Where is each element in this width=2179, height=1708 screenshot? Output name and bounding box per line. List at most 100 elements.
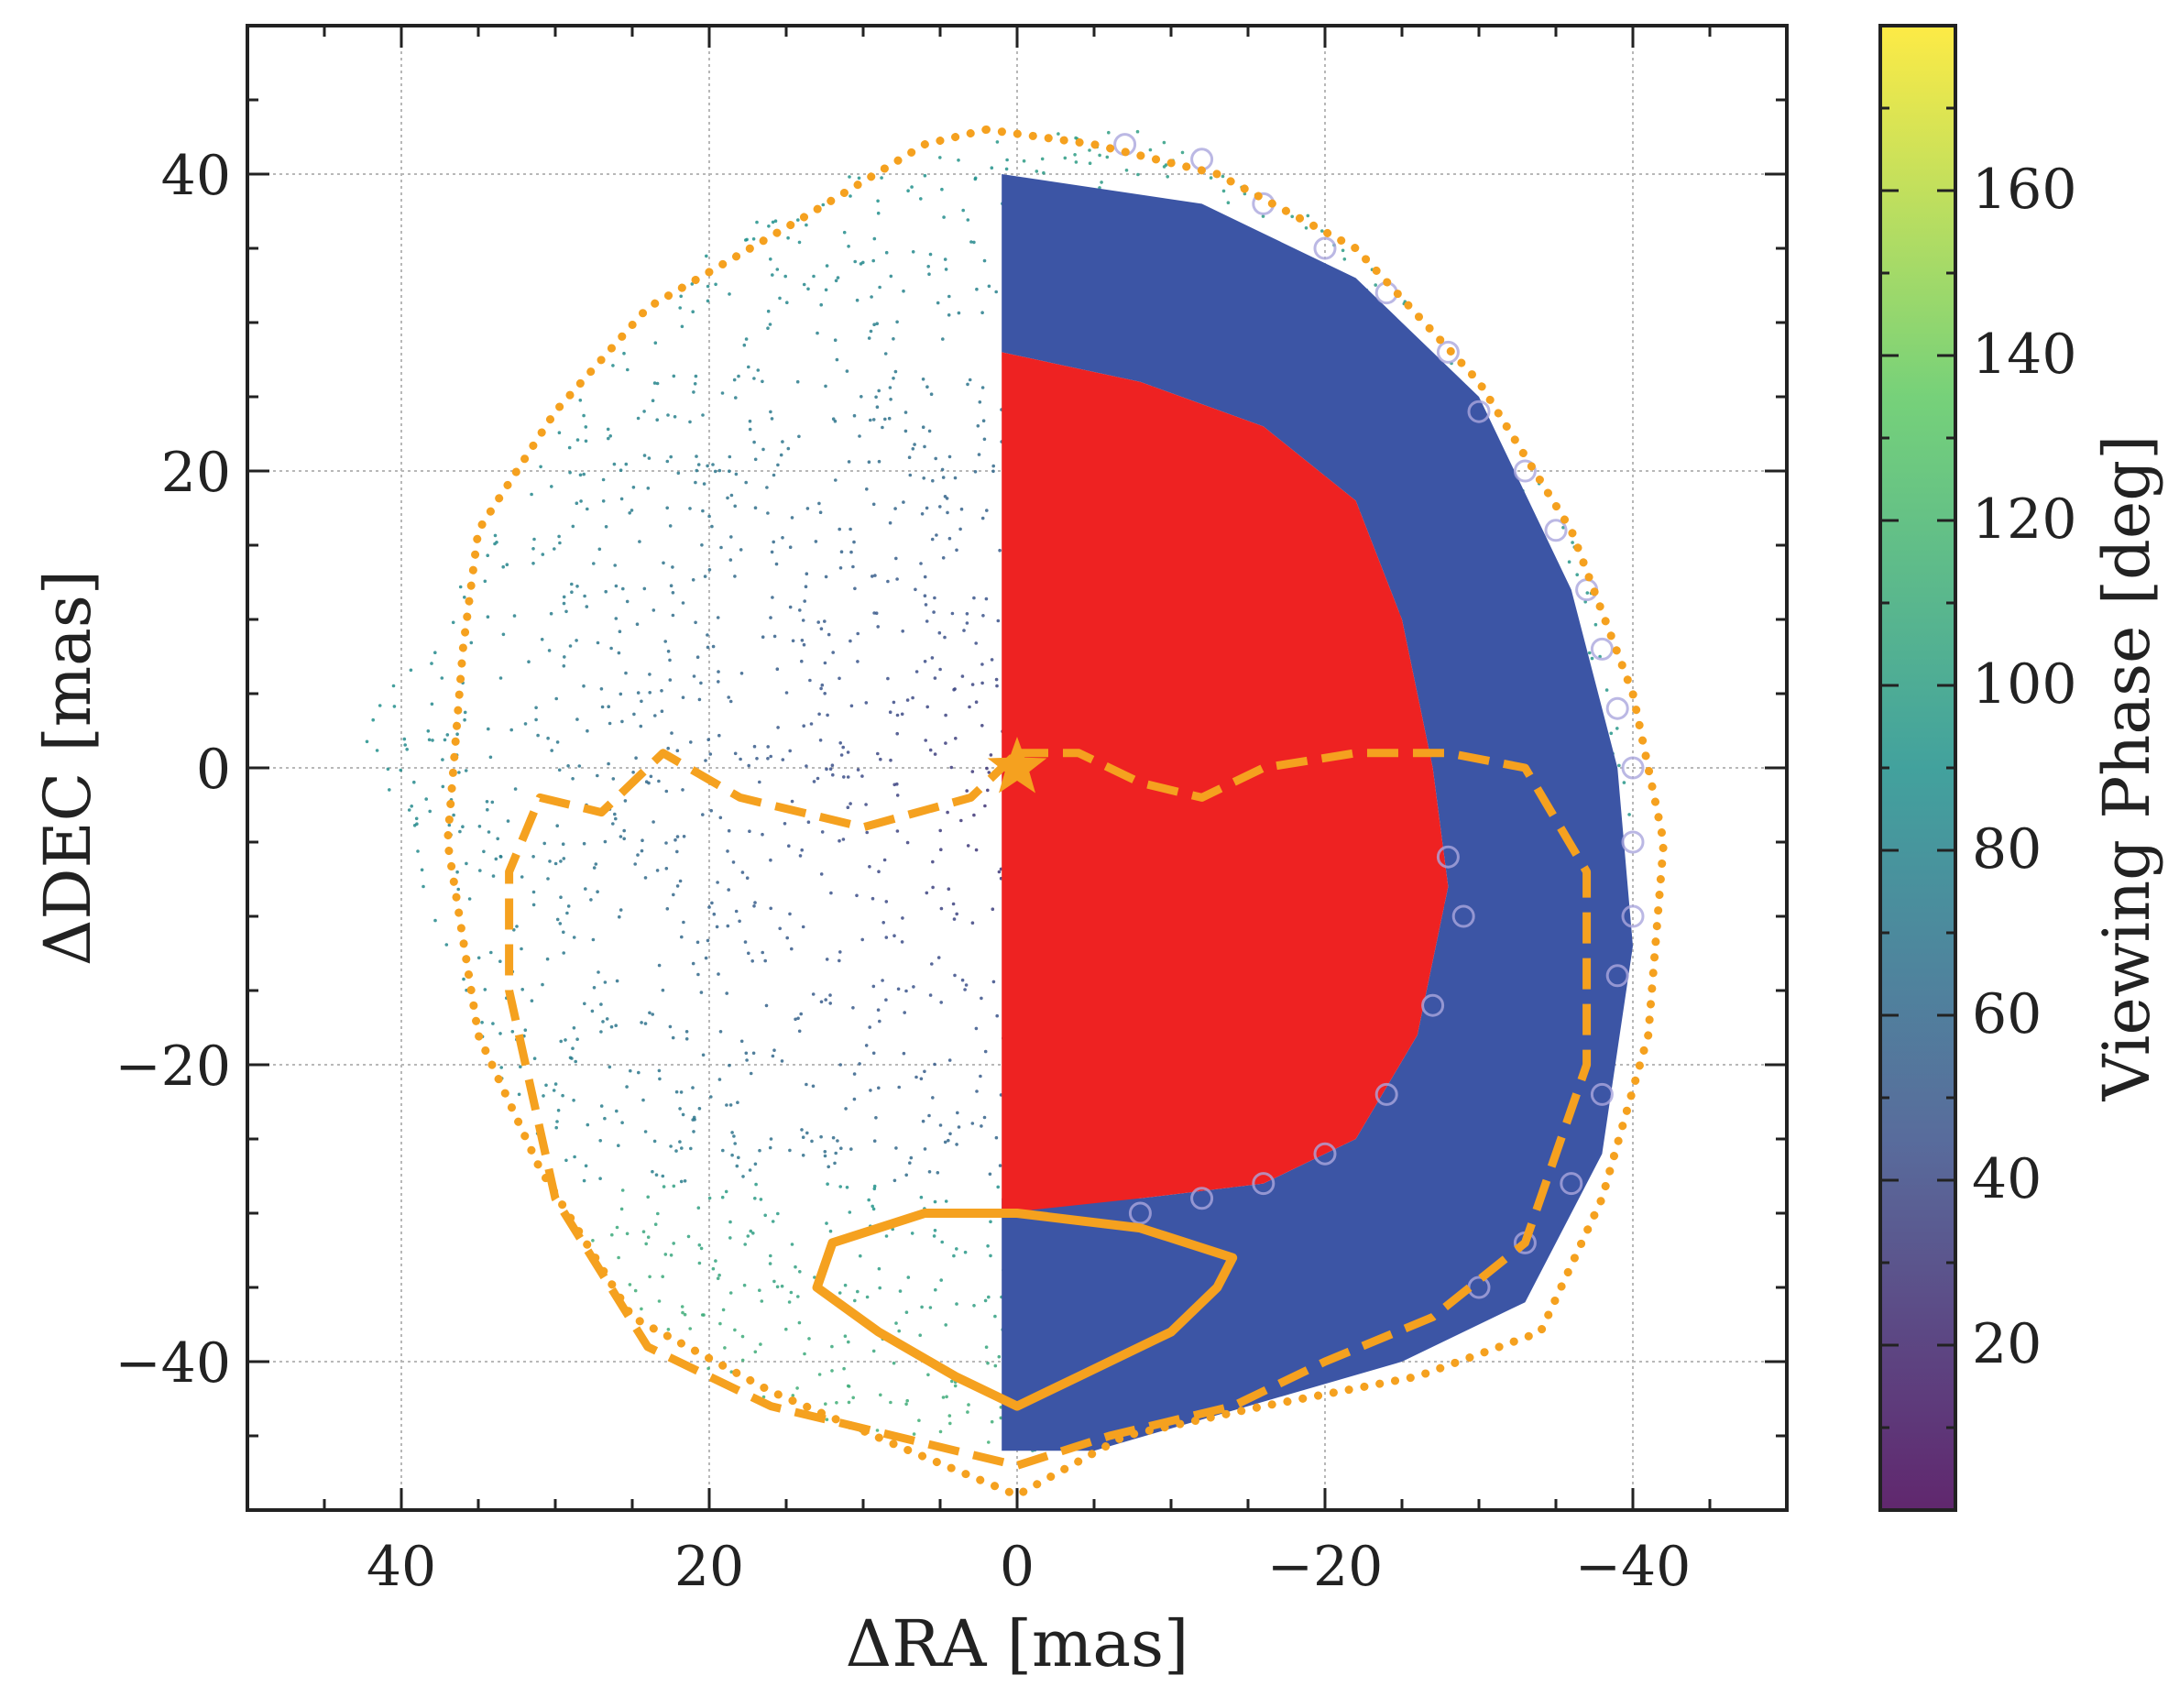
- scatter-point: [894, 1321, 898, 1325]
- scatter-point: [857, 176, 861, 181]
- scatter-point: [739, 672, 744, 675]
- scatter-point: [895, 794, 900, 797]
- scatter-point: [661, 988, 665, 992]
- scatter-point: [614, 1024, 618, 1027]
- scatter-point: [963, 1250, 968, 1254]
- scatter-point: [695, 940, 700, 945]
- scatter-point: [990, 166, 994, 170]
- scatter-point: [570, 590, 574, 594]
- open-circle-marker: [1190, 1187, 1214, 1210]
- scatter-point: [648, 691, 652, 695]
- scatter-point: [691, 578, 695, 582]
- scatter-point: [420, 868, 424, 872]
- scatter-point: [860, 395, 863, 399]
- scatter-point: [716, 881, 719, 884]
- scatter-point: [607, 436, 610, 441]
- scatter-point: [451, 620, 455, 625]
- scatter-point: [1098, 153, 1101, 158]
- scatter-point: [665, 459, 670, 464]
- scatter-point: [783, 822, 787, 826]
- scatter-point: [887, 416, 892, 421]
- scatter-point: [872, 1184, 877, 1188]
- scatter-point: [833, 1161, 837, 1166]
- scatter-point: [591, 1239, 595, 1243]
- scatter-point: [668, 524, 673, 528]
- scatter-point: [824, 998, 827, 1002]
- scatter-point: [1105, 155, 1110, 159]
- scatter-point: [905, 840, 910, 845]
- scatter-point: [787, 1300, 792, 1304]
- star-marker: [987, 737, 1047, 794]
- scatter-point: [938, 505, 942, 509]
- scatter-point: [635, 622, 640, 626]
- scatter-point: [618, 914, 621, 919]
- scatter-point: [745, 876, 750, 880]
- scatter-point: [933, 1229, 937, 1232]
- scatter-point: [572, 1026, 576, 1030]
- scatter-point: [499, 1066, 503, 1069]
- scatter-point: [1604, 688, 1609, 692]
- scatter-point: [1124, 169, 1129, 172]
- colorbar-tick-label: 60: [1972, 982, 2042, 1046]
- scatter-point: [666, 1328, 671, 1331]
- scatter-point: [693, 1118, 696, 1122]
- scatter-point: [752, 904, 756, 908]
- scatter-point: [683, 1312, 687, 1317]
- scatter-point: [632, 712, 636, 717]
- scatter-point: [892, 783, 896, 787]
- scatter-point: [655, 418, 659, 422]
- scatter-point: [819, 302, 823, 307]
- scatter-point: [875, 322, 879, 326]
- scatter-point: [717, 1078, 722, 1081]
- scatter-point: [949, 765, 954, 770]
- scatter-point: [986, 1361, 990, 1365]
- scatter-point: [564, 1158, 568, 1163]
- scatter-point: [818, 739, 823, 742]
- scatter-point: [860, 774, 864, 778]
- scatter-point: [825, 1418, 829, 1421]
- scatter-point: [639, 724, 643, 728]
- scatter-point: [838, 676, 841, 681]
- scatter-point: [872, 236, 877, 241]
- scatter-point: [532, 537, 536, 542]
- scatter-point: [920, 512, 925, 516]
- scatter-point: [609, 646, 613, 651]
- scatter-point: [773, 219, 778, 223]
- scatter-point: [933, 596, 936, 600]
- scatter-point: [983, 1049, 988, 1054]
- scatter-point: [838, 566, 843, 570]
- scatter-point: [1180, 150, 1185, 155]
- scatter-point: [681, 1310, 684, 1315]
- scatter-point: [652, 381, 657, 385]
- scatter-point: [991, 980, 996, 984]
- scatter-point: [924, 603, 928, 607]
- scatter-point: [865, 1295, 870, 1299]
- scatter-point: [911, 250, 915, 254]
- scatter-point: [675, 849, 679, 854]
- scatter-point: [619, 692, 623, 696]
- scatter-point: [706, 464, 709, 468]
- scatter-point: [680, 935, 684, 939]
- scatter-point: [601, 499, 606, 503]
- scatter-point: [855, 893, 859, 898]
- scatter-point: [980, 1124, 983, 1128]
- scatter-point: [1609, 731, 1614, 736]
- scatter-point: [660, 709, 664, 713]
- scatter-point: [769, 906, 772, 911]
- scatter-point: [914, 587, 917, 592]
- scatter-point: [771, 596, 774, 599]
- scatter-point: [927, 272, 931, 277]
- scatter-point: [821, 203, 826, 207]
- scatter-point: [728, 1103, 733, 1107]
- scatter-point: [673, 415, 677, 419]
- scatter-point: [493, 533, 498, 538]
- scatter-point: [739, 757, 742, 761]
- scatter-point: [931, 1096, 935, 1100]
- scatter-point: [939, 1001, 943, 1004]
- scatter-point: [549, 611, 553, 616]
- scatter-point: [443, 738, 447, 742]
- scatter-point: [895, 829, 900, 833]
- scatter-point: [567, 445, 572, 450]
- scatter-point: [725, 1103, 728, 1107]
- scatter-point: [930, 962, 934, 966]
